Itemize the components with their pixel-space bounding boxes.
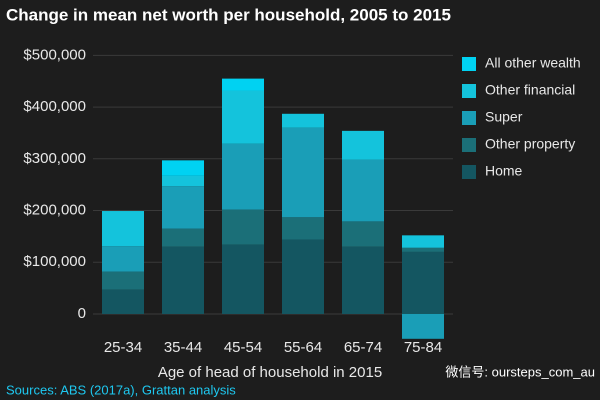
legend-label: Home (485, 163, 523, 179)
x-tick-label: 45-54 (224, 339, 262, 356)
legend-swatch (462, 57, 476, 71)
bar-segment (342, 130, 384, 160)
legend-swatch (462, 138, 476, 152)
bar-segment (282, 113, 324, 128)
bar-segment (162, 228, 204, 247)
bar-segment (282, 217, 324, 240)
legend-label: Super (485, 109, 523, 125)
legend-swatch (462, 165, 476, 179)
bar-segment (342, 246, 384, 314)
y-tick-label: $100,000 (23, 253, 86, 270)
bar-segment (402, 235, 444, 248)
y-tick-label: $200,000 (23, 201, 86, 218)
bar-segment (102, 211, 144, 247)
chart-title: Change in mean net worth per household, … (6, 5, 451, 24)
bar-segment (402, 247, 444, 252)
bar-segment (162, 175, 204, 187)
bar-segment (162, 186, 204, 229)
bar-segment (282, 127, 324, 218)
watermark: 微信号: oursteps_com_au (445, 364, 595, 379)
x-tick-label: 75-84 (404, 339, 442, 356)
bar-segment (162, 246, 204, 314)
bar-segment (222, 244, 264, 314)
bar-segment (222, 78, 264, 91)
bar-segment (402, 251, 444, 314)
bar-segment (222, 90, 264, 144)
bar-segment (222, 143, 264, 210)
x-axis-label: Age of head of household in 2015 (158, 364, 382, 381)
source: Sources: ABS (2017a), Grattan analysis (6, 382, 236, 397)
y-tick-label: $500,000 (23, 46, 86, 63)
legend-label: All other wealth (485, 55, 581, 71)
bar-segment (342, 159, 384, 222)
legend-swatch (462, 84, 476, 98)
x-tick-label: 35-44 (164, 339, 202, 356)
bar-segment (222, 209, 264, 245)
bar-segment (102, 271, 144, 290)
bar-segment (162, 160, 204, 176)
legend-label: Other property (485, 136, 575, 152)
bar-segment (342, 221, 384, 247)
y-tick-label: $400,000 (23, 98, 86, 115)
y-tick-label: 0 (78, 305, 86, 322)
legend-label: Other financial (485, 82, 575, 98)
x-tick-label: 55-64 (284, 339, 322, 356)
legend-swatch (462, 111, 476, 125)
bar-segment (402, 313, 444, 339)
x-tick-label: 65-74 (344, 339, 382, 356)
bar-segment (102, 246, 144, 272)
bar-segment (102, 289, 144, 314)
y-tick-label: $300,000 (23, 150, 86, 167)
bar-segment (282, 239, 324, 314)
x-tick-label: 25-34 (104, 339, 142, 356)
